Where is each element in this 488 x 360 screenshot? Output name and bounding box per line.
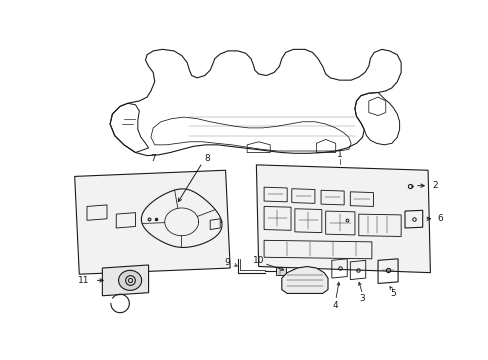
Text: 6: 6 [436,214,442,223]
Text: 11: 11 [78,276,89,285]
Text: 4: 4 [332,301,338,310]
Text: 7: 7 [150,154,156,163]
Polygon shape [281,266,327,293]
Polygon shape [276,266,285,275]
Text: 10: 10 [252,256,264,265]
Text: 3: 3 [359,294,365,303]
Polygon shape [102,265,148,296]
Text: 8: 8 [204,154,209,163]
Text: 2: 2 [432,181,437,190]
Ellipse shape [118,270,142,291]
Polygon shape [256,165,429,273]
Text: 9: 9 [224,258,230,267]
Polygon shape [75,170,230,274]
Text: 1: 1 [336,150,342,159]
Text: 5: 5 [390,289,395,298]
